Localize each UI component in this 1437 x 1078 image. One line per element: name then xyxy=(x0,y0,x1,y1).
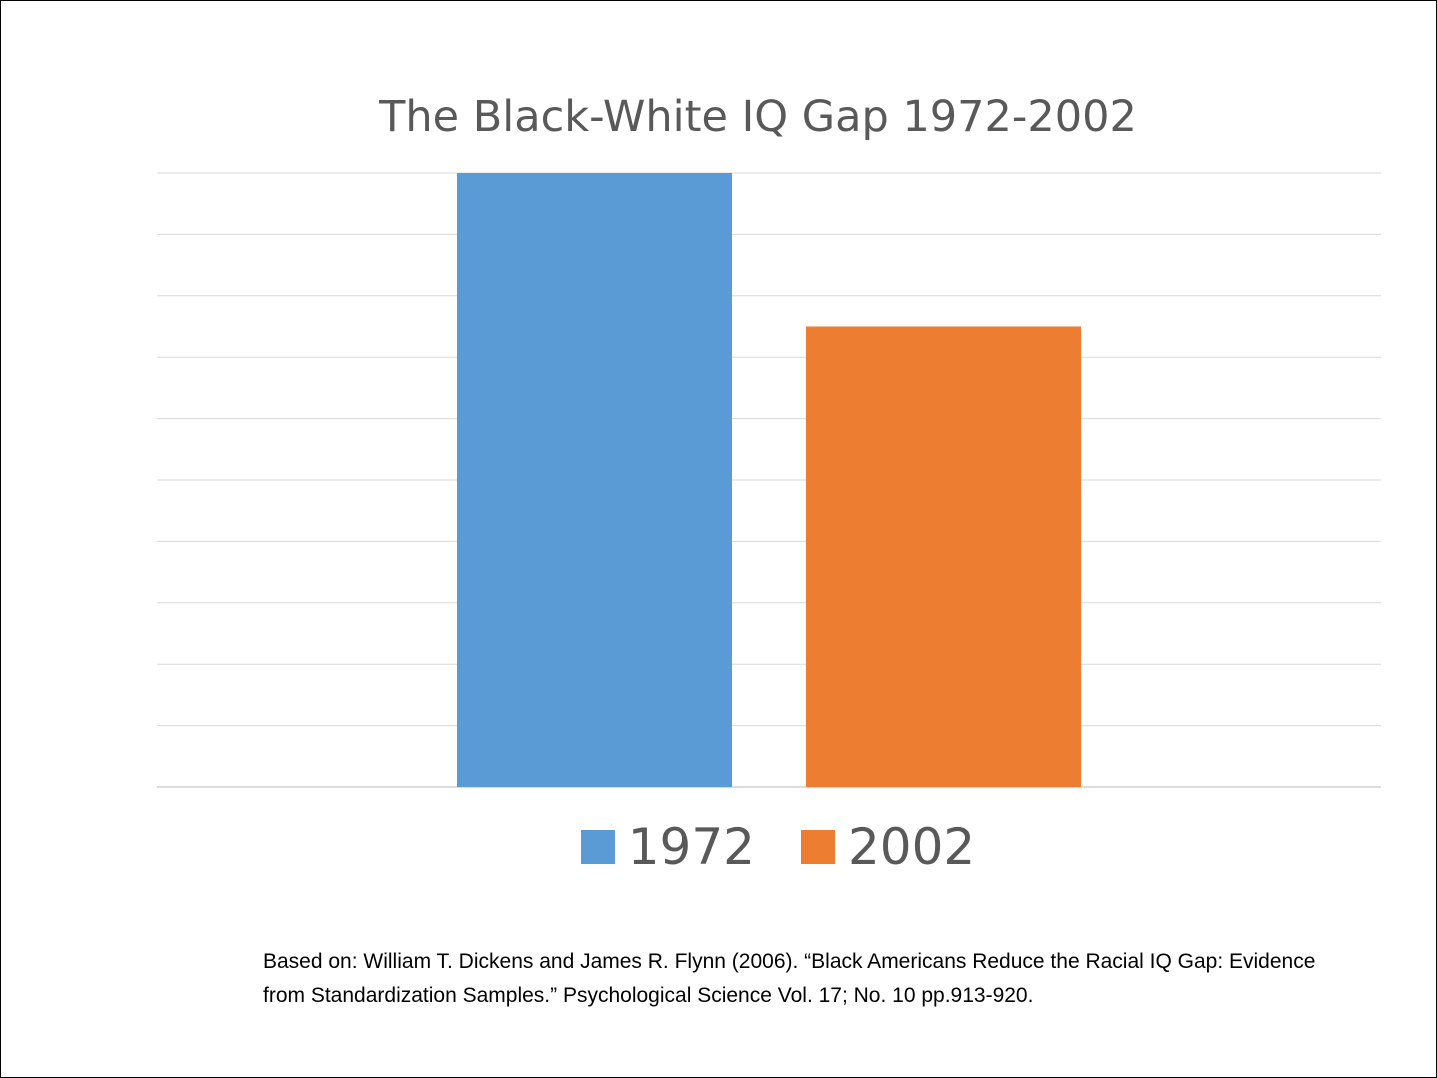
legend-item-1972: 1972 xyxy=(580,818,755,876)
legend-label-1972: 1972 xyxy=(627,818,755,876)
legend-label-2002: 2002 xyxy=(848,818,976,876)
bar-1972 xyxy=(457,173,732,787)
citation-text: Based on: William T. Dickens and James R… xyxy=(263,950,1316,1007)
legend-swatch-2002 xyxy=(801,830,835,864)
legend-item-2002: 2002 xyxy=(801,822,975,872)
chart-title: The Black-White IQ Gap 1972-2002 xyxy=(379,92,1137,142)
legend: 1972 2002 xyxy=(0,822,1437,872)
legend-swatch-1972 xyxy=(580,830,615,864)
bar-2002 xyxy=(806,326,1081,787)
